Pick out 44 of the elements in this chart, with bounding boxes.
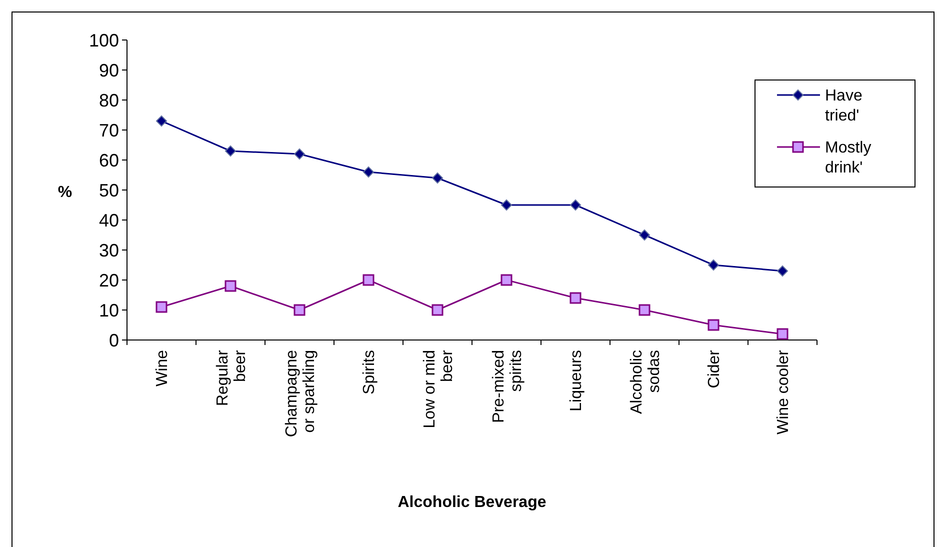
y-axis-title: % [58,184,72,201]
point [776,328,788,340]
point [363,166,374,178]
legend-label: Mostly drink' [825,140,872,177]
x-axis-title: Alcoholic Beverage [398,494,546,511]
point [638,304,650,316]
point [294,304,306,316]
y-tick-label: 0 [108,330,119,350]
x-tick-label: Liqueurs [568,350,586,412]
y-tick-label: 10 [98,300,119,320]
point [570,200,581,210]
y-tick-label: 100 [88,30,119,50]
point [500,274,512,286]
x-tick-label: Low or mid beer [421,349,456,428]
x-tick-label: Alcoholic sodas [628,350,663,414]
point [639,230,650,240]
y-tick-label: 40 [98,210,119,230]
point [777,266,788,276]
x-tick-label: Spirits [361,350,378,394]
point [432,172,443,184]
y-tick-label: 50 [98,180,119,200]
x-tick-label: Wine [154,350,172,386]
point [570,292,582,304]
x-tick-label: Pre-mixed spirits [490,350,525,423]
y-tick-label: 30 [98,240,119,260]
point [432,304,444,316]
point [156,116,167,126]
point [225,146,236,156]
y-tick-label: 20 [98,270,119,290]
point [708,260,719,270]
point [708,319,720,331]
y-tick-label: 80 [98,90,119,110]
point [362,274,374,286]
y-tick-label: 90 [98,60,119,80]
x-tick-label: Cider [706,349,724,388]
y-tick-label: 70 [98,120,119,140]
x-tick-label: Regular beer [214,349,249,406]
point [501,200,512,210]
y-tick-label: 60 [98,150,119,170]
point [224,280,236,292]
x-tick-label: Wine cooler [775,349,792,434]
legend-label: Have tried' [825,88,862,125]
point [156,301,168,313]
point [294,148,305,160]
